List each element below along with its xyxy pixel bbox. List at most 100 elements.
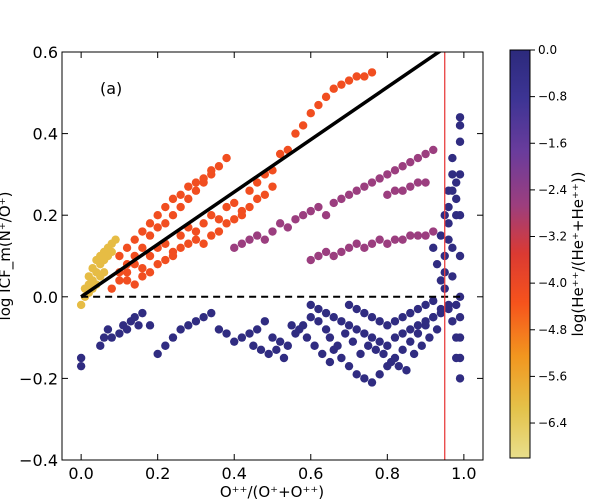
data-point: [168, 251, 178, 261]
data-point: [230, 198, 239, 208]
data-point: [455, 313, 465, 322]
data-point: [145, 219, 155, 228]
data-point: [199, 174, 208, 183]
data-point: [352, 304, 361, 314]
data-point: [352, 72, 361, 81]
data-point: [168, 333, 178, 342]
data-point: [390, 235, 400, 244]
data-point: [394, 361, 403, 371]
data-point: [452, 353, 461, 363]
data-point: [302, 333, 312, 342]
data-point: [436, 276, 446, 285]
x-tick-label: 0.8: [375, 464, 400, 483]
data-point: [344, 361, 354, 371]
data-point: [199, 313, 208, 322]
data-point: [398, 329, 407, 338]
data-point: [76, 300, 86, 310]
data-point: [138, 272, 147, 281]
data-point: [153, 259, 162, 269]
data-point: [421, 300, 430, 310]
data-point: [398, 313, 407, 322]
data-point: [337, 353, 346, 363]
data-point: [272, 345, 281, 355]
data-point: [291, 129, 300, 138]
data-point: [448, 272, 457, 281]
data-point: [425, 333, 434, 342]
data-point: [375, 174, 384, 183]
data-point: [122, 325, 132, 334]
data-point: [268, 227, 277, 236]
data-point: [360, 182, 369, 191]
data-point: [176, 190, 185, 199]
data-point: [245, 186, 254, 195]
data-point: [413, 178, 423, 187]
x-tick-label: 0.6: [298, 464, 323, 483]
data-point: [367, 68, 377, 77]
data-point: [436, 231, 446, 240]
colorbar-tick-label: −1.6: [538, 136, 567, 150]
data-point: [207, 211, 216, 220]
data-point: [245, 235, 254, 244]
data-point: [298, 121, 308, 130]
data-point: [321, 308, 331, 318]
data-point: [230, 243, 239, 253]
data-point: [448, 153, 457, 163]
data-point: [130, 313, 139, 322]
data-point: [283, 223, 293, 232]
data-point: [153, 349, 162, 359]
data-point: [429, 145, 438, 155]
data-point: [352, 186, 361, 195]
data-point: [138, 243, 147, 253]
x-tick-label: 1.0: [451, 464, 476, 483]
data-point: [344, 300, 354, 310]
colorbar-ticks: 0.0 −0.8 −1.6 −2.4 −3.2 −4.0 −4.8 −5.6 −6.4: [530, 43, 567, 430]
x-tick-label: 0.0: [68, 464, 93, 483]
data-point: [341, 329, 350, 338]
data-point: [237, 333, 247, 342]
data-point: [306, 255, 315, 265]
data-point: [337, 80, 346, 89]
panel-label: (a): [100, 79, 122, 98]
data-point: [379, 349, 388, 359]
data-point: [153, 211, 162, 220]
data-point: [306, 300, 315, 310]
data-point: [375, 235, 384, 244]
data-point: [360, 72, 369, 81]
data-point: [406, 337, 415, 346]
data-point: [444, 304, 453, 314]
y-tick-label: 0.6: [33, 43, 58, 62]
data-point: [161, 219, 170, 228]
data-point: [314, 317, 323, 326]
data-point: [130, 280, 139, 289]
data-point: [138, 264, 147, 273]
data-point: [176, 325, 185, 334]
data-point: [413, 153, 423, 163]
data-point: [337, 194, 346, 204]
data-point: [96, 341, 105, 350]
data-point: [413, 304, 423, 314]
data-point: [352, 325, 361, 334]
data-point: [421, 178, 430, 187]
data-point: [138, 227, 147, 236]
data-point: [406, 182, 415, 191]
plot-area: [62, 52, 483, 460]
data-point: [260, 235, 270, 244]
data-point: [191, 235, 201, 244]
data-point: [421, 317, 430, 326]
data-point: [214, 227, 224, 236]
data-point: [390, 186, 400, 195]
data-point: [153, 223, 162, 232]
data-point: [375, 317, 384, 326]
data-point: [222, 329, 231, 338]
data-point: [367, 239, 377, 248]
data-point: [417, 341, 426, 350]
data-point: [325, 357, 335, 367]
data-point: [184, 182, 193, 191]
colorbar-tick-label: −4.8: [538, 323, 567, 337]
data-point: [145, 231, 155, 240]
data-point: [168, 194, 178, 204]
data-point: [398, 186, 407, 195]
data-point: [230, 337, 239, 346]
colorbar-title: log(He⁺⁺/(He⁺+He⁺⁺)): [569, 171, 587, 336]
